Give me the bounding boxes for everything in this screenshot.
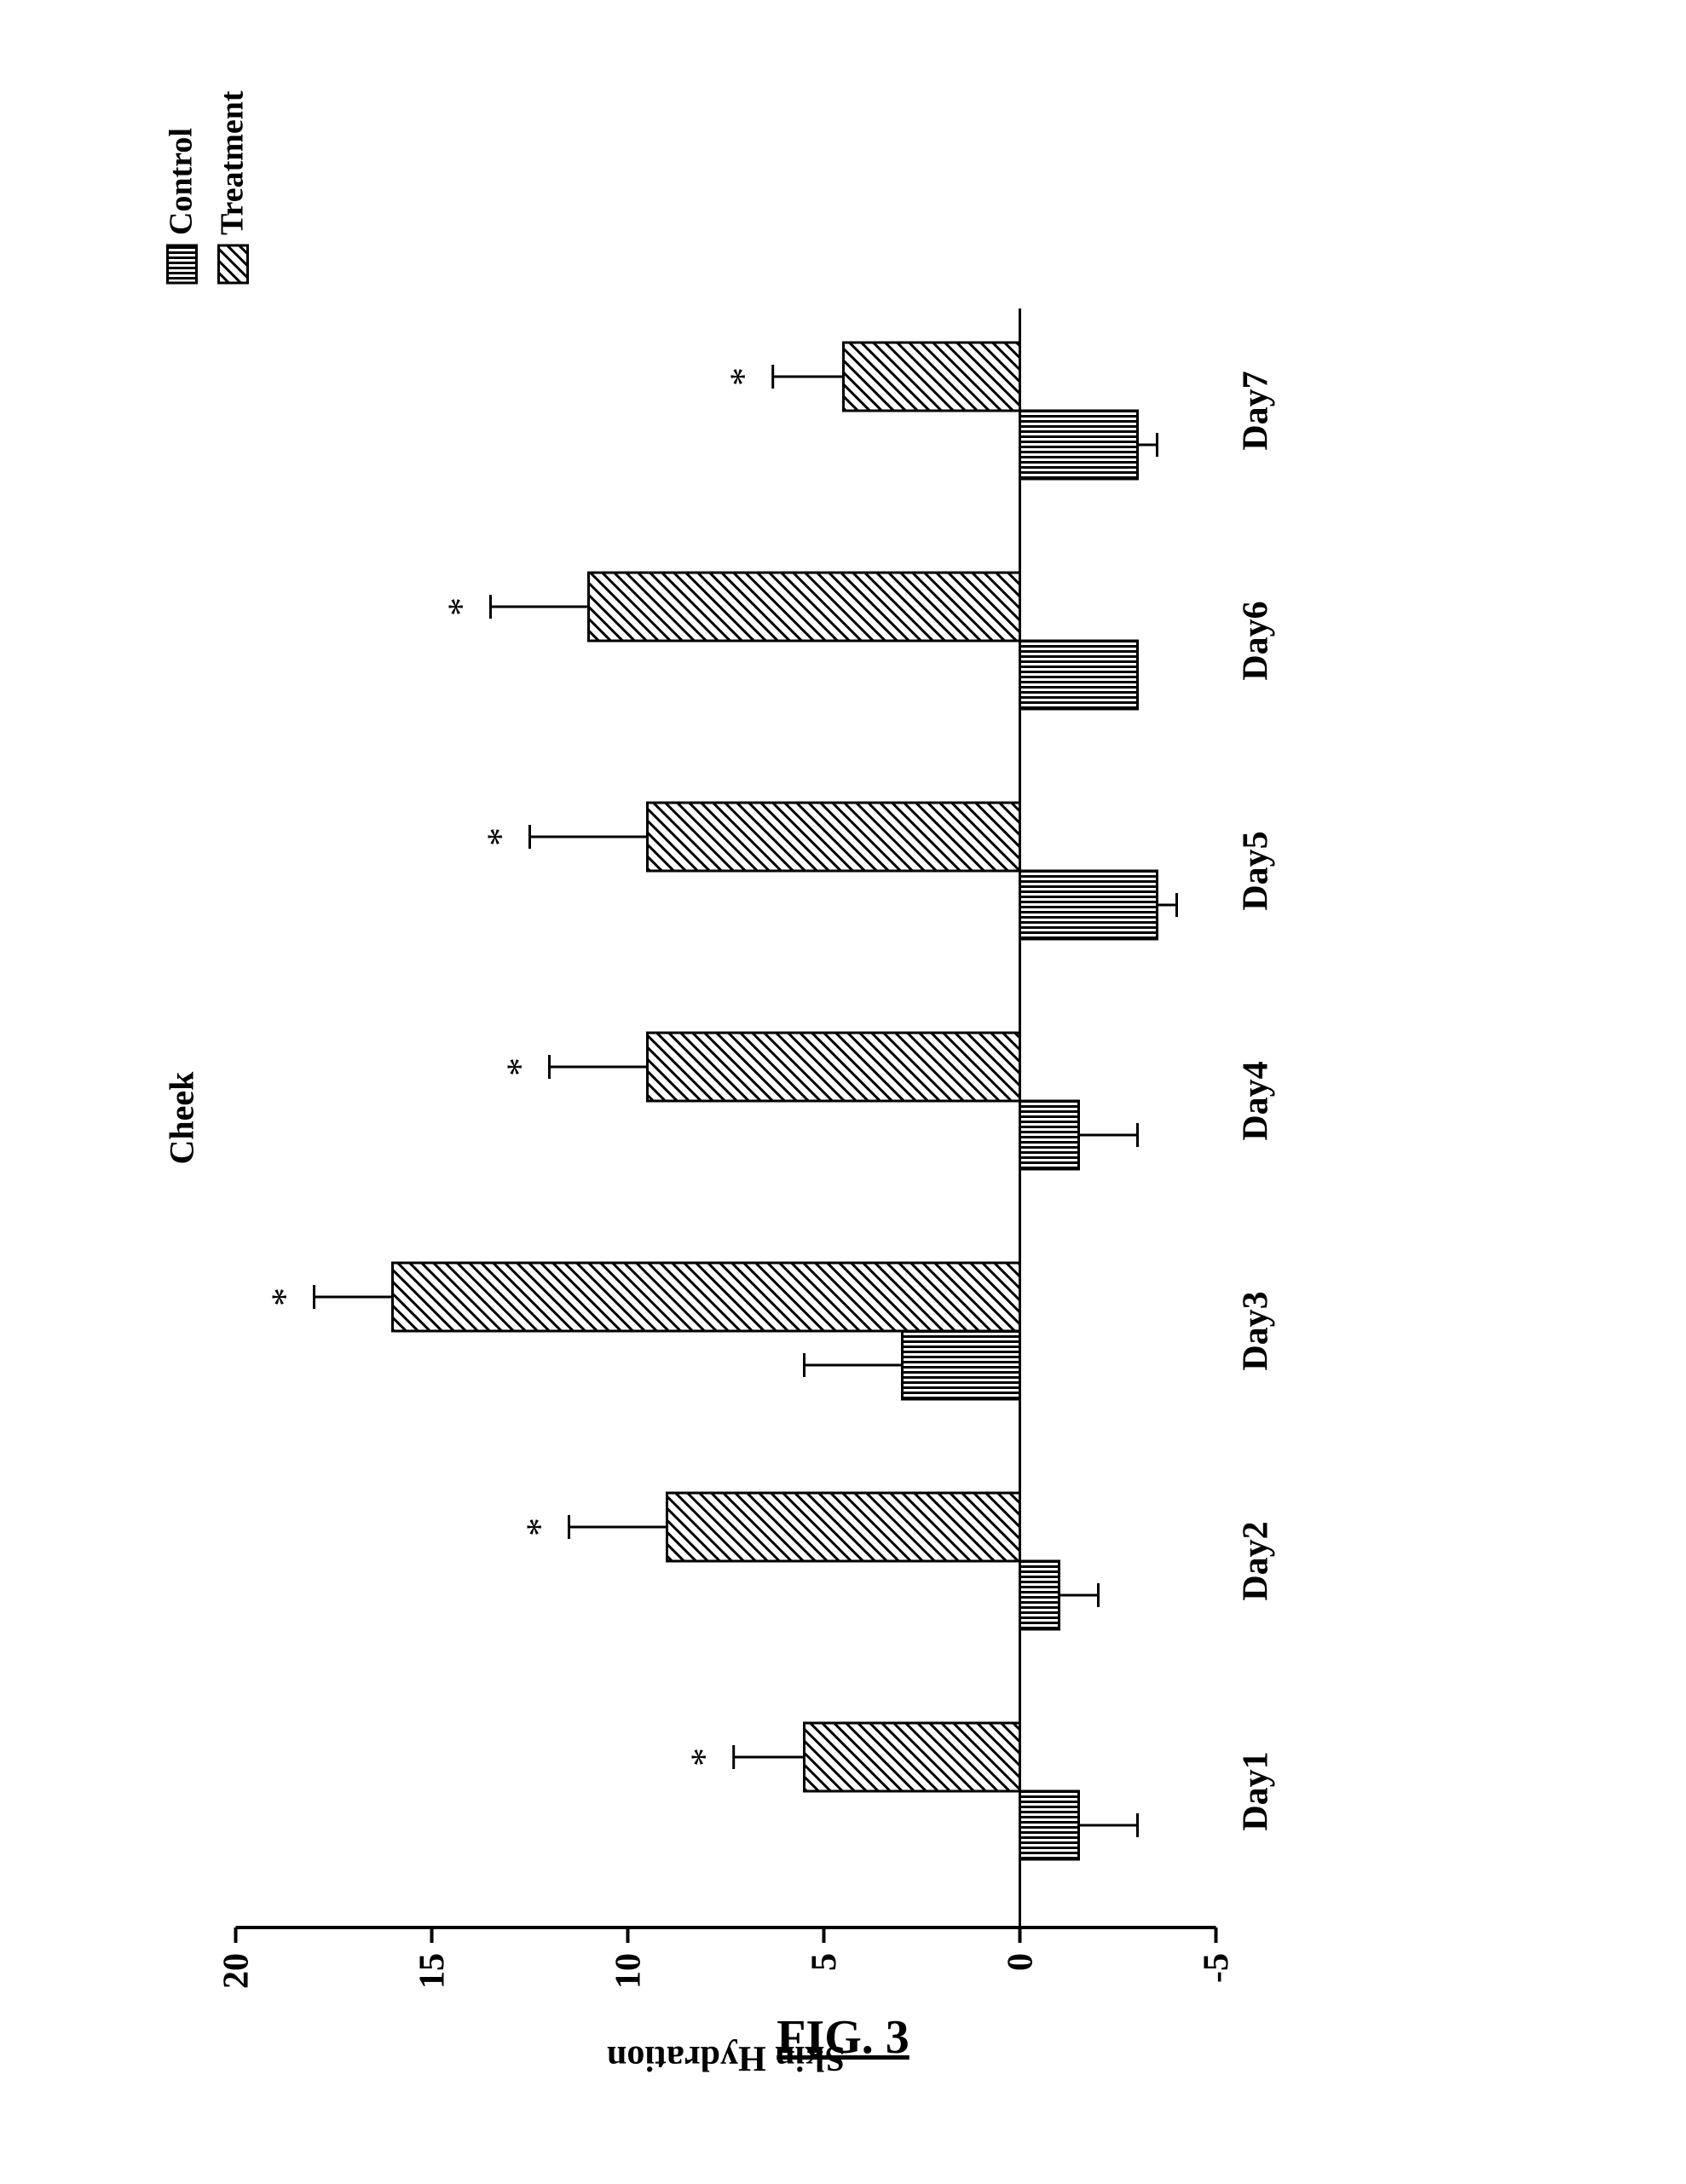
bar-control-day1	[1020, 1791, 1079, 1859]
legend-swatch-control	[168, 245, 197, 283]
bar-treatment-day5	[648, 803, 1020, 871]
bar-control-day7	[1020, 411, 1138, 479]
x-tick-label: Day5	[1237, 831, 1276, 910]
bar-control-day3	[903, 1331, 1020, 1399]
significance-marker: *	[519, 1518, 561, 1536]
y-tick-label: 20	[217, 1953, 257, 1989]
x-tick-label: Day6	[1237, 601, 1276, 680]
y-tick-label: -5	[1198, 1953, 1237, 1983]
y-tick-label: 15	[413, 1953, 453, 1989]
rotated-chart-wrapper: -505101520Skin HydrationCheek*Day1*Day2*…	[117, 70, 1570, 2115]
x-tick-label: Day2	[1237, 1521, 1276, 1600]
legend: Control Treatment	[164, 90, 251, 283]
significance-marker: *	[441, 597, 482, 616]
bar-control-day5	[1020, 871, 1158, 939]
bar-control-day2	[1020, 1561, 1060, 1629]
significance-marker: *	[723, 367, 765, 386]
page: -505101520Skin HydrationCheek*Day1*Day2*…	[0, 0, 1686, 2184]
bar-treatment-day1	[805, 1723, 1020, 1791]
legend-label-treatment: Treatment	[215, 90, 251, 235]
cheek-hydration-bar-chart: -505101520Skin HydrationCheek*Day1*Day2*…	[117, 70, 1566, 2115]
bar-treatment-day2	[667, 1493, 1020, 1561]
y-tick-label: 10	[609, 1953, 649, 1989]
significance-marker: *	[499, 1057, 541, 1076]
bar-treatment-day7	[844, 343, 1020, 411]
x-tick-label: Day1	[1237, 1751, 1276, 1830]
significance-marker: *	[480, 827, 522, 846]
x-tick-label: Day3	[1237, 1291, 1276, 1370]
x-tick-label: Day4	[1237, 1061, 1276, 1140]
y-tick-label: 5	[805, 1953, 845, 1971]
x-tick-label: Day7	[1237, 371, 1276, 450]
chart-title: Cheek	[163, 1070, 201, 1164]
bar-treatment-day4	[648, 1033, 1020, 1101]
significance-marker: *	[264, 1288, 306, 1306]
bar-treatment-day6	[589, 573, 1020, 641]
bar-control-day4	[1020, 1101, 1079, 1169]
significance-marker: *	[684, 1748, 725, 1766]
legend-swatch-treatment	[219, 245, 248, 283]
bar-control-day6	[1020, 641, 1138, 709]
bar-treatment-day3	[393, 1263, 1020, 1331]
y-tick-label: 0	[1002, 1953, 1041, 1971]
legend-label-control: Control	[164, 128, 199, 235]
figure-label: FIG. 3	[777, 2010, 909, 2065]
